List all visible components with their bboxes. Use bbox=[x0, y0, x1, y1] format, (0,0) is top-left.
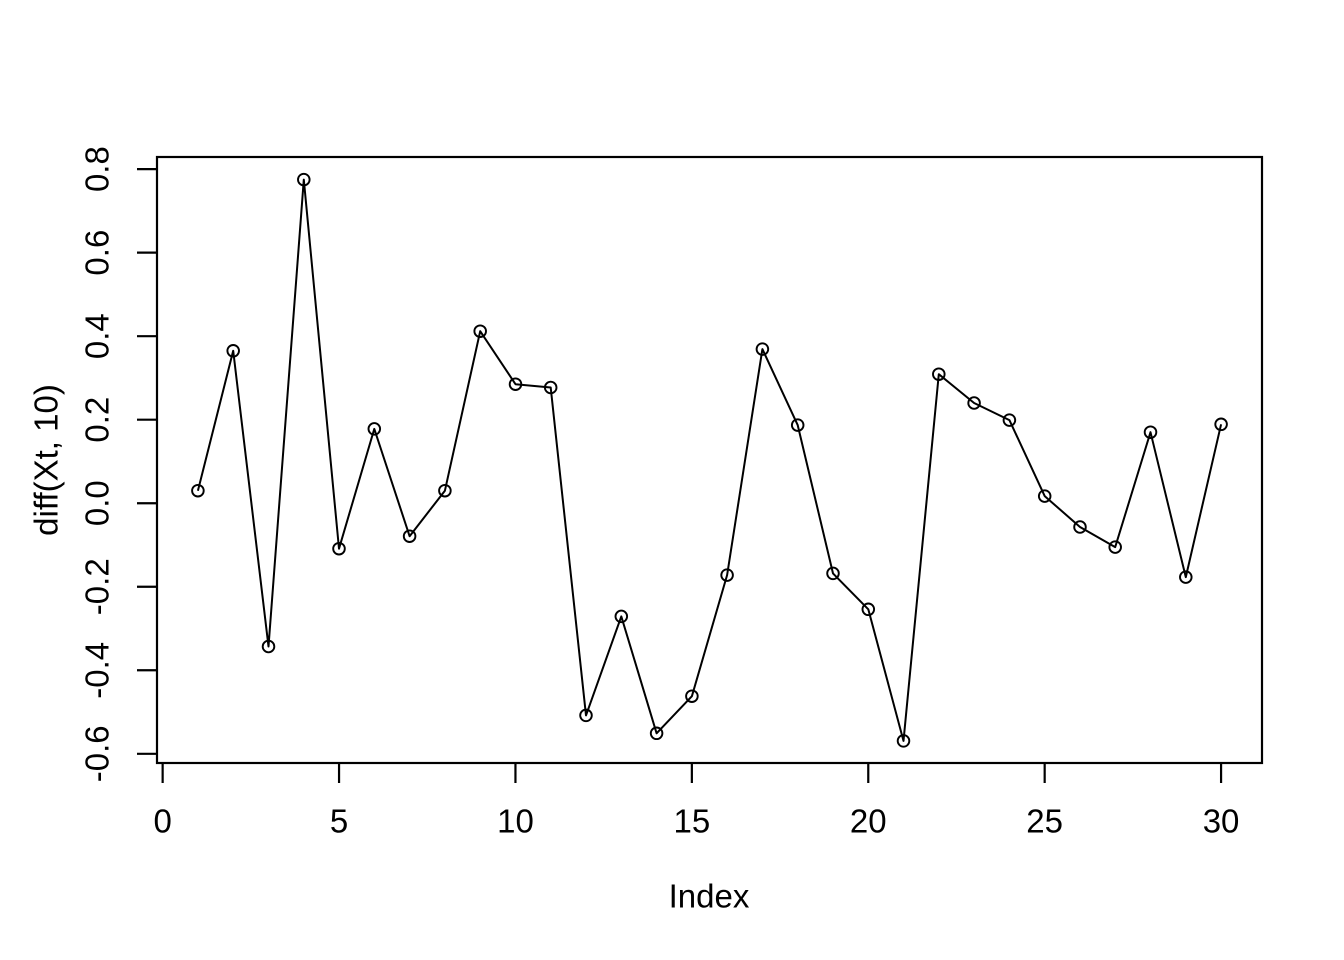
data-point bbox=[402, 529, 417, 543]
data-point bbox=[1073, 520, 1087, 534]
y-axis-title: diff(Xt, 10) bbox=[28, 384, 65, 536]
x-tick-label: 20 bbox=[850, 803, 887, 840]
x-tick-label: 10 bbox=[497, 803, 534, 840]
x-tick-label: 30 bbox=[1203, 803, 1240, 840]
x-tick-label: 25 bbox=[1026, 803, 1063, 840]
data-line bbox=[196, 178, 1223, 742]
data-point bbox=[367, 422, 382, 436]
data-point bbox=[1179, 570, 1193, 584]
data-point bbox=[543, 380, 558, 395]
data-point bbox=[473, 324, 487, 338]
data-point bbox=[1002, 413, 1017, 427]
data-point bbox=[755, 342, 770, 356]
data-point bbox=[191, 483, 205, 498]
data-point bbox=[826, 566, 840, 581]
data-point bbox=[438, 483, 452, 498]
data-point bbox=[685, 689, 699, 703]
x-tick-label: 0 bbox=[153, 803, 171, 840]
y-tick-label: 0.0 bbox=[79, 480, 116, 526]
axes: 0 5 10 15 20 25 30 -0.6 -0.4 -0.2 0.0 0.2 0.4 0.6 0.8 bbox=[79, 146, 1264, 840]
data-point bbox=[297, 172, 311, 187]
data-point bbox=[932, 367, 946, 381]
x-tick-label: 15 bbox=[674, 803, 711, 840]
data-point bbox=[861, 602, 876, 617]
data-point bbox=[579, 708, 593, 723]
data-point bbox=[1108, 540, 1122, 554]
y-tick-label: 0.8 bbox=[79, 146, 116, 192]
y-tick-label: 0.4 bbox=[79, 313, 116, 359]
data-point bbox=[649, 726, 664, 741]
x-tick-label: 5 bbox=[330, 803, 348, 840]
data-point bbox=[896, 734, 911, 748]
plot-border bbox=[155, 155, 1264, 765]
y-tick-label: -0.4 bbox=[79, 642, 116, 699]
x-axis-title: Index bbox=[669, 878, 750, 915]
y-tick-label: 0.2 bbox=[79, 397, 116, 443]
data-point bbox=[614, 609, 629, 624]
data-point bbox=[261, 639, 276, 654]
data-point bbox=[1214, 417, 1228, 432]
data-series bbox=[191, 172, 1228, 748]
y-tick-label: 0.6 bbox=[79, 230, 116, 276]
data-point bbox=[720, 568, 734, 582]
data-point bbox=[1143, 425, 1158, 439]
y-tick-label: -0.2 bbox=[79, 558, 116, 615]
y-tick-label: -0.6 bbox=[79, 725, 116, 782]
data-point bbox=[967, 396, 981, 410]
data-point bbox=[332, 541, 346, 556]
data-point bbox=[1037, 489, 1052, 503]
data-point bbox=[790, 418, 805, 432]
data-point bbox=[508, 377, 523, 391]
data-point bbox=[226, 344, 240, 358]
